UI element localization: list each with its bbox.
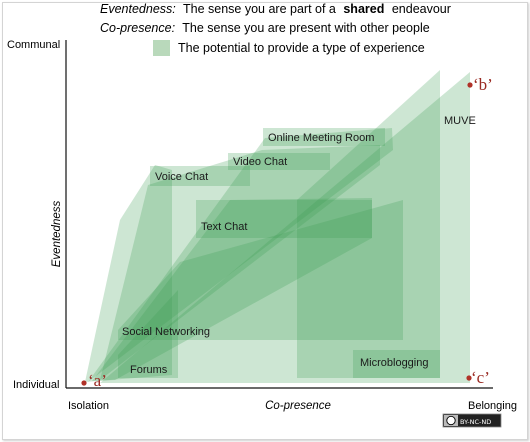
forums-region <box>118 290 178 378</box>
legend-eventedness-text-b: endeavour <box>392 2 451 16</box>
label-voice-chat: Voice Chat <box>155 171 208 183</box>
y-axis-top-label: Communal <box>7 39 60 51</box>
legend-eventedness-text-a: The sense you are part of a <box>183 2 336 16</box>
y-axis-title: Eventedness <box>51 201 63 268</box>
point-b-label: ‘b’ <box>473 75 493 94</box>
y-axis-bottom-label: Individual <box>13 379 59 391</box>
point-a-label: ‘a’ <box>88 371 107 390</box>
point-b: ‘b’ <box>467 75 493 94</box>
legend-eventedness-bold: shared <box>343 2 384 16</box>
cc-icon <box>446 415 456 426</box>
point-c: ‘c’ <box>466 368 490 387</box>
legend-eventedness: Eventedness: The sense you are part of a… <box>100 2 451 16</box>
meeting-room-box <box>263 128 385 146</box>
label-muve: MUVE <box>444 115 476 127</box>
legend-eventedness-term: Eventedness: <box>100 2 176 16</box>
microblogging-region <box>297 70 440 378</box>
legend-copresence: Co-presence: The sense you are present w… <box>100 21 430 35</box>
social-networking-region <box>118 200 403 340</box>
legend-copresence-text: The sense you are present with other peo… <box>182 21 429 35</box>
point-a: ‘a’ <box>81 371 107 390</box>
label-microblogging: Microblogging <box>360 357 428 369</box>
video-chat-box <box>228 153 330 170</box>
label-text-chat: Text Chat <box>201 221 247 233</box>
label-online-meeting-room: Online Meeting Room <box>268 132 374 144</box>
label-forums: Forums <box>130 364 168 376</box>
experience-regions <box>85 70 470 383</box>
meeting-room-region <box>88 128 393 382</box>
point-c-dot <box>466 375 472 381</box>
license-badge[interactable]: BY-NC-ND <box>442 413 502 428</box>
point-c-label: ‘c’ <box>471 368 490 387</box>
x-axis-title: Co-presence <box>265 400 331 412</box>
voice-chat-box <box>150 166 250 186</box>
muve-region <box>100 72 470 383</box>
label-social-networking: Social Networking <box>122 326 210 338</box>
voice-chat-region <box>85 165 172 382</box>
license-badge-text: BY-NC-ND <box>460 418 491 426</box>
point-b-dot <box>467 82 473 88</box>
text-chat-region <box>92 198 372 381</box>
legend-swatch <box>153 40 170 56</box>
label-video-chat: Video Chat <box>233 156 287 168</box>
text-chat-box <box>196 200 372 238</box>
x-axis-left-label: Isolation <box>68 400 109 412</box>
x-axis-right-label: Belonging <box>468 400 517 412</box>
legend-copresence-term: Co-presence: <box>100 21 175 35</box>
video-chat-region <box>100 145 380 380</box>
microblogging-box <box>353 350 440 378</box>
point-a-dot <box>81 380 87 386</box>
legend-potential-text: The potential to provide a type of exper… <box>178 41 425 55</box>
